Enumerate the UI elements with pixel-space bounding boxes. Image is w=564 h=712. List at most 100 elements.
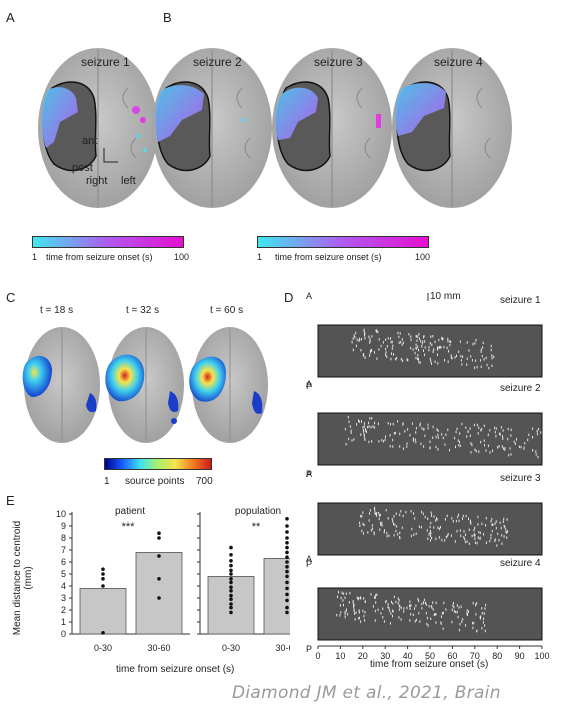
d-raster-event [463,536,465,539]
e-data-point [285,598,289,603]
d-raster-event [369,354,371,357]
d-raster-event [473,621,475,625]
d-raster-event [400,340,402,344]
d-raster-event [515,438,517,441]
d-raster-event [458,350,460,354]
d-raster-event [444,539,446,542]
d-raster-event [373,531,375,534]
d-raster-event [447,360,449,363]
d-raster-event [495,526,497,530]
e-data-point [101,584,105,588]
d-raster-event [420,525,422,529]
d-raster-event [449,448,450,452]
e-y-tick-label: 6 [61,557,66,567]
d-raster-event [424,515,426,519]
e-data-point [229,610,233,615]
colorbar-c [104,458,212,470]
d-raster-event [458,628,460,632]
orientation-ant: ant [82,135,98,147]
d-raster-event [344,596,346,599]
d-raster-event [377,422,379,425]
d-raster-event [480,617,481,620]
d-raster-event [429,531,431,535]
d-raster-event [379,513,381,517]
d-raster-event [438,346,440,349]
d-raster-event [352,337,354,340]
d-raster-event [454,356,456,359]
d-raster-event [347,415,349,419]
d-raster-event [499,521,501,524]
d-raster-event [459,444,461,448]
d-raster-event [454,540,456,543]
d-raster-event [484,444,485,447]
d-raster-event [375,512,377,516]
d-raster-event [349,425,351,428]
d-x-tick-label: 40 [403,651,413,661]
d-raster-event [459,432,461,435]
d-raster-event [502,520,504,523]
e-data-point [285,580,289,585]
d-raster-event [395,600,397,604]
e-data-point [229,593,233,598]
colorbar-a-max: 100 [174,252,190,262]
d-raster-event [344,613,346,616]
d-raster-event [447,533,449,536]
d-raster-event [362,429,364,432]
d-raster-event [446,534,448,538]
d-raster-event [478,531,480,534]
d-raster-event [428,345,430,349]
d-raster-event [476,423,478,427]
d-raster-event [446,346,448,350]
d-raster-event [394,431,396,435]
d-raster-event [537,455,539,459]
d-raster-event [358,339,360,342]
d-raster-event [438,338,440,342]
d-raster-event [442,611,444,615]
e-data-point [229,553,233,557]
colorbar-a-label: time from seizure onset (s) [46,252,153,262]
d-xlabel: time from seizure onset (s) [370,659,489,670]
d-raster-event [457,439,459,442]
d-raster-event [374,609,376,613]
d-x-tick-label: 80 [492,651,502,661]
d-raster-event [459,529,461,532]
d-raster-event [399,605,401,608]
d-raster-event [431,362,432,365]
d-raster-event [491,517,493,521]
d-raster-event [358,419,359,422]
d-raster-event [356,423,358,426]
d-raster-event [494,430,496,434]
d-raster-event [480,365,482,369]
d-raster-event [400,358,402,361]
d-raster-event [372,527,373,530]
e-data-point [285,517,289,521]
d-raster-label: seizure 2 [500,383,541,394]
d-raster-event [535,453,537,456]
d-raster-event [430,604,432,608]
d-raster-event [443,601,445,605]
d-raster-event [418,611,420,615]
d-raster-event [342,592,344,595]
d-raster-event [402,341,404,345]
d-raster-event [466,341,468,344]
d-raster-event [403,610,405,613]
d-raster-event [427,624,429,627]
e-data-point [229,572,233,576]
d-raster-event [437,362,439,365]
d-raster-event [474,526,476,530]
d-raster-event [372,605,374,608]
d-raster-event [455,430,457,434]
d-raster-event [473,423,475,427]
colorbar-c-label: source points [125,476,185,487]
d-raster-event [450,340,452,344]
d-raster-event [497,446,499,449]
orientation-post: post [72,162,93,174]
d-raster-event [498,432,500,435]
d-raster-event [436,518,438,521]
d-raster-box [317,324,543,378]
e-data-point [285,541,289,545]
d-raster-event [472,621,473,625]
d-raster-event [399,536,401,540]
d-raster-event [393,595,395,599]
d-raster-event [415,356,417,360]
